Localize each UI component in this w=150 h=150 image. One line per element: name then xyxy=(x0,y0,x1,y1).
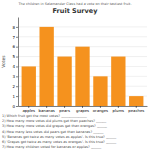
y-tick: 0 xyxy=(12,104,18,109)
x-tick: pears xyxy=(59,106,70,113)
annotation: 2) How many more votes did plums get tha… xyxy=(2,119,107,123)
bar xyxy=(57,57,71,106)
plot: 0 1 2 3 4 5 6 7 8 apples bananas pears grapes oranges… xyxy=(12,18,147,113)
annotation: 3) How many more votes did grapes get th… xyxy=(2,124,107,128)
bar xyxy=(22,66,36,106)
y-tick: 4 xyxy=(12,64,18,69)
y-tick-mark xyxy=(16,76,18,77)
y-tick-label: 4 xyxy=(12,64,15,69)
y-tick: 8 xyxy=(12,25,18,30)
y-tick-label: 5 xyxy=(12,54,15,59)
y-tick: 2 xyxy=(12,84,18,89)
grid xyxy=(18,27,147,106)
y-tick-label: 8 xyxy=(12,25,15,30)
grid-line xyxy=(18,26,147,27)
y-tick: 5 xyxy=(12,54,18,59)
x-axis: apples bananas pears grapes oranges plumspeac… xyxy=(19,106,148,113)
x-tick-label: apples xyxy=(22,108,35,113)
y-tick-label: 0 xyxy=(12,104,15,109)
y-axis-title: Votes xyxy=(1,55,6,68)
title: Fruit Survey xyxy=(53,7,99,15)
bars xyxy=(22,27,144,106)
annotation: 1) Which fruit got the most votes? _____… xyxy=(2,114,87,118)
subtitle: The children in Salamander Class had a v… xyxy=(18,2,132,6)
chart: The children in Salamander Class had a v… xyxy=(0,0,150,150)
y-tick-label: 1 xyxy=(12,94,15,99)
y-tick: 3 xyxy=(12,74,18,79)
x-tick: apples xyxy=(22,106,35,113)
bar xyxy=(111,57,125,106)
y-tick-mark xyxy=(16,37,18,38)
y-tick-label: 2 xyxy=(12,84,15,89)
y-tick-mark xyxy=(16,47,18,48)
bar xyxy=(40,27,54,106)
annotation: 6) 'Grapes got twice as many votes as or… xyxy=(2,140,116,144)
x-tick-label: grapes xyxy=(76,108,89,113)
x-tick: peaches xyxy=(128,106,144,113)
x-tick-label: pears xyxy=(59,108,70,113)
y-tick-label: 6 xyxy=(12,44,15,49)
bar xyxy=(129,96,143,106)
y-tick-mark xyxy=(16,27,18,28)
x-tick: oranges xyxy=(93,106,108,113)
annotation: 7) How many children voted for bananas o… xyxy=(2,145,101,149)
x-tick: bananas xyxy=(39,106,55,113)
y-tick-mark xyxy=(16,96,18,97)
y-tick-mark xyxy=(16,57,18,58)
x-tick-label: oranges xyxy=(93,108,108,113)
x-tick-label: plums xyxy=(113,108,125,113)
y-tick: 1 xyxy=(12,94,18,99)
y-tick-label: 7 xyxy=(12,35,15,40)
x-tick: grapes xyxy=(76,106,89,113)
y-axis: 0 1 2 3 4 5 6 7 8 xyxy=(12,18,18,109)
y-tick: 7 xyxy=(12,35,18,40)
y-tick-label: 3 xyxy=(12,74,15,79)
x-tick-label: peaches xyxy=(128,108,144,113)
bar xyxy=(93,76,107,106)
x-tick: plums xyxy=(113,106,125,113)
annotation: 4) How many less votes did pears get tha… xyxy=(2,130,104,134)
y-tick-mark xyxy=(16,86,18,87)
annotation: 5) 'Bananas got twice as many votes as a… xyxy=(2,135,116,139)
annotations: 1) Which fruit got the most votes? _____… xyxy=(2,114,116,149)
grid-line xyxy=(18,36,147,37)
x-tick-label: bananas xyxy=(39,108,55,113)
y-axis-line xyxy=(18,18,19,107)
bar xyxy=(75,47,89,106)
y-tick: 6 xyxy=(12,44,18,49)
y-tick-mark xyxy=(16,66,18,67)
y-tick-mark xyxy=(16,106,18,107)
